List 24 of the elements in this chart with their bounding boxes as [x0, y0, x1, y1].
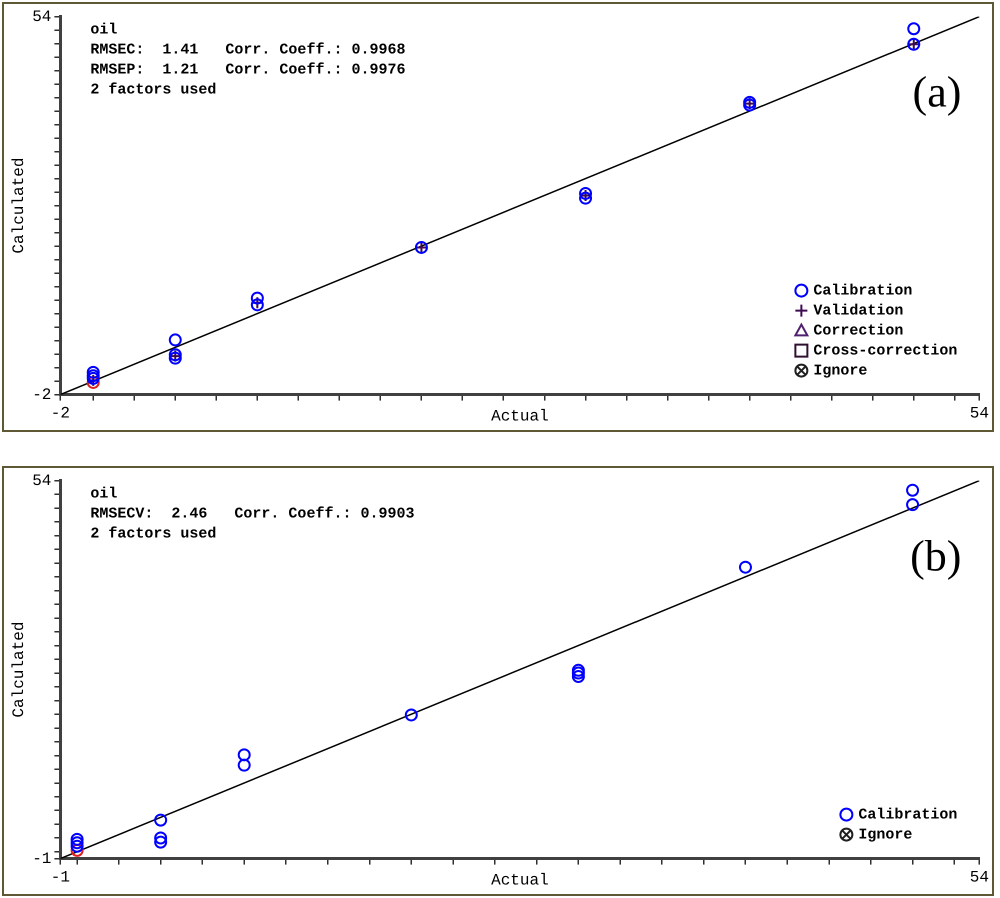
annotation: oil — [90, 485, 118, 502]
y-axis-title: Calculated — [10, 622, 28, 718]
legend-label: Validation — [813, 302, 904, 320]
x-axis-title: Actual — [491, 872, 549, 890]
annotation: RMSECV: 2.46 Corr. Coeff.: 0.9903 — [90, 505, 414, 522]
annotation: RMSEP: 1.21 Corr. Coeff.: 0.9976 — [90, 61, 406, 78]
y-axis-title: Calculated — [10, 158, 28, 254]
annotation: oil — [90, 21, 118, 38]
legend-label: Calibration — [858, 806, 958, 824]
legend-label: Ignore — [813, 362, 868, 380]
legend-label: Cross-correction — [813, 342, 958, 360]
text: (b) — [910, 532, 962, 581]
y-tick-label: -2 — [32, 386, 52, 404]
y-tick-label: -1 — [32, 850, 52, 868]
annotation: 2 factors used — [90, 525, 216, 542]
legend-label: Correction — [813, 322, 904, 340]
annotation: 2 factors used — [90, 81, 216, 98]
legend-label: Calibration — [813, 282, 912, 300]
x-axis-title: Actual — [491, 408, 549, 426]
y-tick-label: 54 — [32, 472, 52, 490]
text: (a) — [912, 68, 962, 117]
y-tick-label: 54 — [32, 8, 52, 26]
annotation: RMSEC: 1.41 Corr. Coeff.: 0.9968 — [90, 41, 406, 58]
legend-label: Ignore — [858, 826, 912, 844]
